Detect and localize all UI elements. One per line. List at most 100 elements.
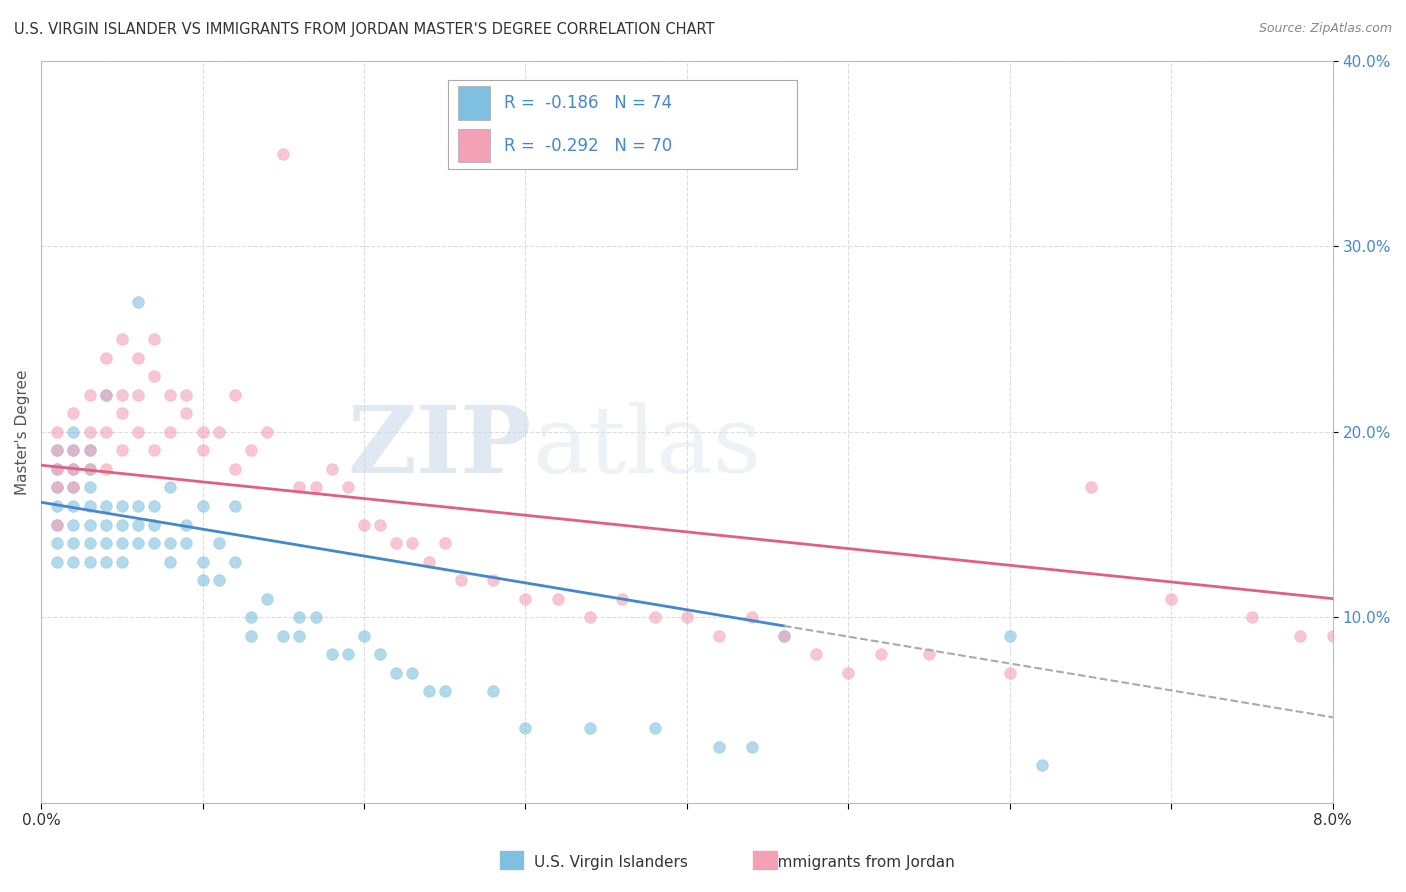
Point xyxy=(62,425,84,439)
Point xyxy=(79,388,101,402)
Point xyxy=(256,591,278,606)
Point xyxy=(918,647,941,661)
Point xyxy=(676,610,699,624)
Point xyxy=(208,573,231,587)
Point xyxy=(62,462,84,476)
Point xyxy=(111,406,134,420)
Point xyxy=(224,388,246,402)
Point xyxy=(94,351,117,365)
Point xyxy=(998,665,1021,680)
Point xyxy=(176,406,198,420)
Point xyxy=(143,369,166,384)
Text: atlas: atlas xyxy=(531,401,761,491)
Point xyxy=(46,480,69,494)
Point xyxy=(433,684,456,698)
Point xyxy=(998,629,1021,643)
Point xyxy=(401,536,423,550)
Point xyxy=(772,629,794,643)
Point xyxy=(401,665,423,680)
Point xyxy=(46,517,69,532)
Point xyxy=(111,499,134,513)
Point xyxy=(191,443,214,458)
Point xyxy=(353,517,375,532)
Point xyxy=(159,388,181,402)
Point xyxy=(176,536,198,550)
Point xyxy=(869,647,891,661)
Point xyxy=(62,480,84,494)
Point xyxy=(62,443,84,458)
Point xyxy=(772,629,794,643)
Point xyxy=(288,610,311,624)
Point xyxy=(79,462,101,476)
Point xyxy=(482,573,505,587)
Point xyxy=(127,295,149,310)
Point xyxy=(240,610,263,624)
Point xyxy=(644,610,666,624)
Point xyxy=(353,629,375,643)
Point xyxy=(94,388,117,402)
Point xyxy=(62,406,84,420)
Point xyxy=(62,555,84,569)
Point xyxy=(127,351,149,365)
Point xyxy=(515,591,537,606)
Point xyxy=(579,610,602,624)
Point xyxy=(644,722,666,736)
Point xyxy=(46,462,69,476)
Text: U.S. Virgin Islanders: U.S. Virgin Islanders xyxy=(534,855,688,870)
Point xyxy=(143,517,166,532)
Point xyxy=(159,480,181,494)
Text: ZIP: ZIP xyxy=(347,401,531,491)
Point xyxy=(62,499,84,513)
Point xyxy=(79,517,101,532)
Point xyxy=(741,610,763,624)
Point xyxy=(94,425,117,439)
Point xyxy=(837,665,859,680)
Point xyxy=(208,425,231,439)
Point xyxy=(79,499,101,513)
Point xyxy=(176,388,198,402)
Point xyxy=(741,739,763,754)
Point xyxy=(111,555,134,569)
Point xyxy=(94,462,117,476)
Point xyxy=(191,573,214,587)
Point xyxy=(1241,610,1264,624)
Point xyxy=(79,443,101,458)
Point xyxy=(385,536,408,550)
Point xyxy=(288,480,311,494)
Point xyxy=(111,388,134,402)
Point xyxy=(515,722,537,736)
Point xyxy=(304,610,326,624)
Point xyxy=(159,536,181,550)
Point xyxy=(62,480,84,494)
Point xyxy=(288,629,311,643)
Point xyxy=(79,462,101,476)
Point xyxy=(224,555,246,569)
Point xyxy=(159,425,181,439)
Point xyxy=(127,499,149,513)
Point xyxy=(127,388,149,402)
Point xyxy=(385,665,408,680)
Point xyxy=(111,332,134,346)
Point xyxy=(191,499,214,513)
Point xyxy=(79,425,101,439)
Point xyxy=(94,536,117,550)
Point xyxy=(208,536,231,550)
Point xyxy=(1289,629,1312,643)
Point xyxy=(176,517,198,532)
Point xyxy=(46,443,69,458)
Point xyxy=(111,517,134,532)
Point xyxy=(418,555,440,569)
Point xyxy=(450,573,472,587)
Point xyxy=(62,536,84,550)
Point xyxy=(256,425,278,439)
Point xyxy=(271,146,294,161)
Point xyxy=(143,332,166,346)
Point xyxy=(336,480,359,494)
Point xyxy=(127,517,149,532)
Point xyxy=(62,517,84,532)
Point xyxy=(79,443,101,458)
Point xyxy=(46,517,69,532)
Point xyxy=(94,517,117,532)
Point xyxy=(1031,758,1053,772)
Point xyxy=(79,536,101,550)
